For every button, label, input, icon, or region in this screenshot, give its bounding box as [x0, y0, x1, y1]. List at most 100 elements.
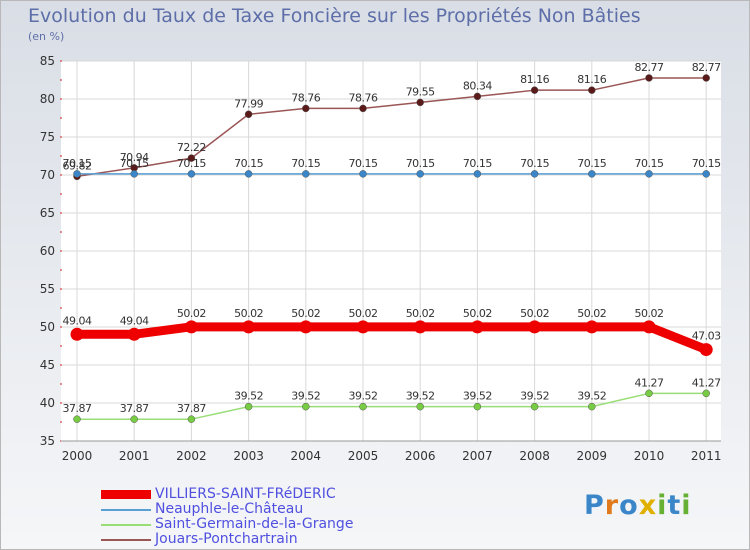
data-label: 50.02: [577, 307, 606, 320]
x-tick-label: 2006: [405, 449, 436, 463]
data-label: 39.52: [577, 390, 606, 403]
data-label: 50.02: [291, 307, 320, 320]
data-label: 39.52: [406, 390, 435, 403]
y-tick-label: 65: [40, 206, 55, 220]
y-tick-label: 75: [40, 130, 55, 144]
logo-letter: o: [619, 490, 639, 521]
y-tick-label: 70: [40, 168, 55, 182]
y-tick-label: 80: [40, 92, 55, 106]
data-point: [588, 402, 596, 411]
x-tick-label: 2000: [62, 449, 93, 463]
data-label: 41.27: [692, 376, 721, 389]
data-label: 70.15: [635, 157, 664, 170]
legend-label: Jouars-Pontchartrain: [155, 531, 298, 547]
data-point: [356, 320, 370, 334]
data-point: [645, 389, 653, 398]
data-point: [187, 170, 196, 178]
x-tick-label: 2005: [348, 449, 379, 463]
legend-label: Saint-Germain-de-la-Grange: [155, 516, 354, 532]
data-point: [416, 402, 424, 411]
data-label: 82.77: [692, 61, 721, 74]
data-label: 78.76: [349, 91, 378, 104]
data-label: 70.15: [349, 157, 378, 170]
data-point: [413, 320, 427, 334]
data-point: [70, 327, 84, 341]
data-point: [702, 74, 710, 82]
legend-swatch: [101, 490, 151, 499]
unit-label: (en %): [28, 30, 65, 43]
data-label: 50.02: [463, 307, 492, 320]
data-point: [359, 104, 367, 113]
data-point: [645, 74, 653, 82]
data-label: 37.87: [177, 402, 206, 415]
x-tick-label: 2009: [577, 449, 608, 463]
data-point: [73, 170, 81, 178]
data-point: [184, 320, 198, 334]
data-label: 50.02: [177, 307, 206, 320]
x-tick-label: 2002: [176, 449, 207, 463]
legend-swatch: [101, 509, 151, 511]
data-point: [130, 170, 138, 178]
y-tick-label: 35: [40, 434, 55, 448]
logo-letter: i: [657, 490, 668, 521]
series-line: [76, 77, 707, 178]
data-label: 70.15: [177, 157, 206, 170]
data-label: 78.76: [291, 91, 320, 104]
data-label: 50.02: [234, 307, 263, 320]
data-label: 82.77: [635, 61, 664, 74]
data-point: [244, 110, 253, 119]
data-point: [416, 170, 424, 178]
data-label: 50.02: [406, 307, 435, 320]
data-label: 50.02: [520, 307, 549, 320]
data-point: [359, 170, 367, 178]
data-label: 37.87: [120, 402, 149, 415]
x-tick-label: 2008: [519, 449, 550, 463]
data-label: 70.15: [63, 157, 92, 170]
data-label: 69.82: [63, 159, 92, 172]
x-tick-label: 2011: [691, 449, 722, 463]
data-label: 79.55: [406, 85, 435, 98]
data-label: 70.15: [520, 157, 549, 170]
data-label: 39.52: [463, 390, 492, 403]
data-point: [359, 402, 367, 411]
data-point: [302, 104, 310, 113]
data-label: 70.94: [120, 151, 149, 164]
data-label: 39.52: [520, 390, 549, 403]
data-label: 37.87: [63, 402, 92, 415]
logo-letter: P: [584, 490, 605, 521]
data-point: [528, 320, 542, 334]
logo-letter: x: [638, 490, 658, 521]
y-tick-label: 50: [40, 320, 55, 334]
y-tick-label: 60: [40, 244, 55, 258]
data-label: 39.52: [234, 390, 263, 403]
data-point: [299, 320, 313, 334]
data-point: [699, 343, 713, 357]
data-point: [130, 415, 138, 423]
chart-title: Evolution du Taux de Taxe Foncière sur l…: [28, 5, 641, 27]
data-label: 70.15: [234, 157, 263, 170]
data-label: 70.15: [291, 157, 320, 170]
data-point: [470, 320, 484, 334]
legend-label: Neauphle-le-Château: [155, 501, 304, 517]
series-line: [76, 392, 707, 420]
data-label: 41.27: [635, 376, 664, 389]
y-tick-label: 55: [40, 282, 55, 296]
data-point: [473, 170, 482, 178]
data-label: 81.16: [520, 73, 549, 86]
data-label: 72.22: [177, 141, 206, 154]
data-label: 70.15: [120, 157, 149, 170]
data-label: 47.03: [692, 330, 721, 343]
data-point: [530, 86, 539, 94]
y-tick-label: 85: [40, 54, 55, 68]
y-tick-label: 40: [40, 396, 55, 410]
legend-swatch: [101, 524, 151, 526]
data-label: 50.02: [635, 307, 664, 320]
data-point: [244, 402, 253, 411]
legend-label: VILLIERS-SAINT-FRéDERIC: [155, 486, 336, 502]
data-point: [588, 86, 596, 94]
proxiti-logo: Proxiti: [584, 490, 692, 521]
data-label: 49.04: [120, 314, 149, 327]
data-point: [127, 327, 141, 341]
x-tick-label: 2003: [233, 449, 264, 463]
data-point: [702, 170, 710, 178]
